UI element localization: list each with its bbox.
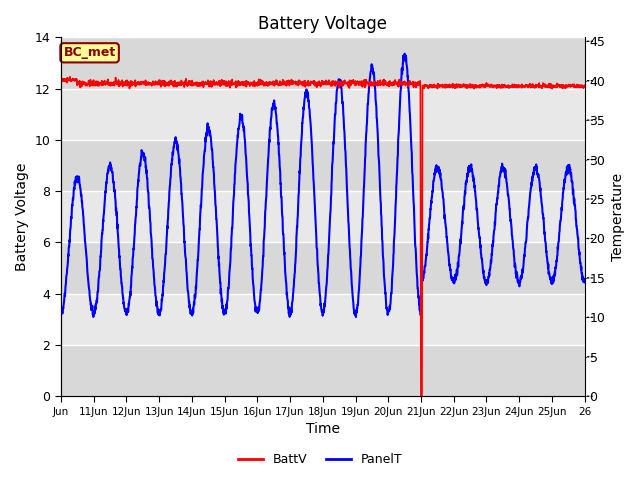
Legend: BattV, PanelT: BattV, PanelT <box>232 448 408 471</box>
Bar <box>61 242 585 294</box>
Bar <box>61 345 585 396</box>
Y-axis label: Temperature: Temperature <box>611 173 625 261</box>
Y-axis label: Battery Voltage: Battery Voltage <box>15 163 29 271</box>
Bar <box>61 37 585 89</box>
Bar <box>61 140 585 191</box>
Bar <box>61 89 585 140</box>
Title: Battery Voltage: Battery Voltage <box>259 15 387 33</box>
X-axis label: Time: Time <box>306 422 340 436</box>
Bar <box>61 191 585 242</box>
Bar <box>61 294 585 345</box>
Text: BC_met: BC_met <box>63 46 116 60</box>
